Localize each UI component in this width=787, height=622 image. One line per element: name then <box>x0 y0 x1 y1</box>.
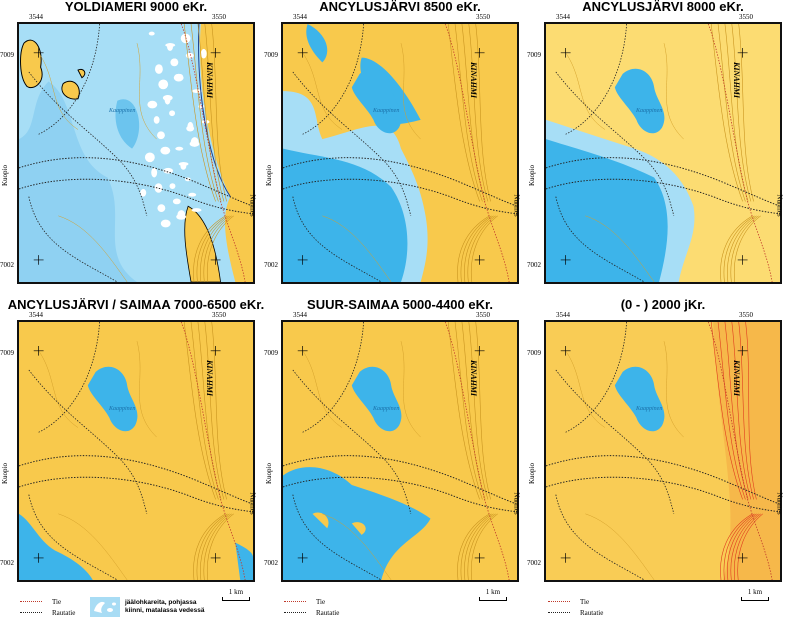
town-label-kuopio: Kuopio <box>265 165 273 186</box>
legend-left: Tie Rautatie <box>20 596 75 618</box>
panel-title: ANCYLUSJÄRVI 8500 eKr. <box>319 0 481 14</box>
legend-railway: Rautatie <box>316 608 340 617</box>
map-area <box>544 22 782 284</box>
ice-legend: jäälohkareita, pohjassa kiinni, matalass… <box>90 597 213 617</box>
map-graphic <box>19 322 253 580</box>
lake-label: Kaappinen <box>636 108 663 114</box>
coord-label: 7002 <box>0 261 14 269</box>
coord-label: 7009 <box>0 349 14 357</box>
panel-title: ANCYLUSJÄRVI / SAIMAA 7000-6500 eKr. <box>7 297 265 312</box>
legend-road: Tie <box>580 597 590 606</box>
scale-bar: 1 km <box>741 588 769 601</box>
town-label-nurmes: Nurmes <box>512 194 521 217</box>
coord-label: 3550 <box>212 311 226 319</box>
legend-railway: Rautatie <box>580 608 604 617</box>
road-line-sample <box>548 601 570 602</box>
map-graphic <box>546 24 780 282</box>
lake-label: Kaappinen <box>636 406 663 412</box>
hill-label-kinahmi: KINAHMI <box>469 360 478 397</box>
coord-label: 7009 <box>527 349 541 357</box>
legend-road: Tie <box>52 597 62 606</box>
panel-title: (0 - ) 2000 jKr. <box>620 297 706 312</box>
town-label-nurmes: Nurmes <box>775 492 784 515</box>
coord-label: 3544 <box>293 13 307 21</box>
map-panel: ANCYLUSJÄRVI 8000 eKr. 3544 3550 7009 70… <box>527 0 784 284</box>
town-label-kuopio: Kuopio <box>1 165 9 186</box>
panel-title: ANCYLUSJÄRVI 8000 eKr. <box>582 0 744 14</box>
hill-label-kinahmi: KINAHMI <box>469 62 478 99</box>
legend-railway: Rautatie <box>52 608 76 617</box>
map-area <box>281 320 519 582</box>
town-label-kuopio: Kuopio <box>528 165 536 186</box>
coord-label: 3550 <box>739 13 753 21</box>
map-panel: SUUR-SAIMAA 5000-4400 eKr. 3544 3550 700… <box>264 298 521 582</box>
legend-road: Tie <box>316 597 326 606</box>
map-area <box>544 320 782 582</box>
map-graphic <box>283 322 517 580</box>
panel-title: SUUR-SAIMAA 5000-4400 eKr. <box>307 297 493 312</box>
railway-line-sample <box>20 612 42 613</box>
hill-label-kinahmi: KINAHMI <box>205 360 214 397</box>
coord-label: 3544 <box>556 311 570 319</box>
hill-label-kinahmi: KINAHMI <box>732 360 741 397</box>
town-label-kuopio: Kuopio <box>528 463 536 484</box>
lake-label: Kaappinen <box>109 406 136 412</box>
coord-label: 7009 <box>0 51 14 59</box>
coord-label: 7002 <box>264 559 278 567</box>
map-graphic <box>19 24 253 282</box>
map-panel: YOLDIAMERI 9000 eKr. 3544 3550 7009 7002… <box>0 0 257 284</box>
map-panel: ANCYLUSJÄRVI / SAIMAA 7000-6500 eKr. 354… <box>0 298 264 582</box>
ice-swatch <box>90 597 120 617</box>
hill-label-kinahmi: KINAHMI <box>732 62 741 99</box>
coord-label: 7002 <box>264 261 278 269</box>
lake-label: Kaappinen <box>373 108 400 114</box>
coord-label: 3544 <box>29 13 43 21</box>
coord-label: 7002 <box>0 559 14 567</box>
map-area <box>281 22 519 284</box>
railway-line-sample <box>548 612 570 613</box>
town-label-nurmes: Nurmes <box>775 194 784 217</box>
coord-label: 3544 <box>293 311 307 319</box>
coord-label: 3544 <box>29 311 43 319</box>
legend-right: Tie Rautatie <box>548 596 603 618</box>
coord-label: 7009 <box>264 51 278 59</box>
railway-line-sample <box>284 612 306 613</box>
town-label-nurmes: Nurmes <box>248 492 257 515</box>
town-label-nurmes: Nurmes <box>248 194 257 217</box>
map-panel: ANCYLUSJÄRVI 8500 eKr. 3544 3550 7009 70… <box>264 0 521 284</box>
road-line-sample <box>284 601 306 602</box>
coord-label: 7002 <box>527 559 541 567</box>
legend-middle: Tie Rautatie <box>284 596 339 618</box>
road-line-sample <box>20 601 42 602</box>
map-area <box>17 320 255 582</box>
map-panel: (0 - ) 2000 jKr. 3544 3550 7009 7002 Kuo… <box>527 298 784 582</box>
town-label-kuopio: Kuopio <box>265 463 273 484</box>
scale-bar: 1 km <box>222 588 250 601</box>
coord-label: 7002 <box>527 261 541 269</box>
map-graphic <box>546 322 780 580</box>
map-graphic <box>283 24 517 282</box>
map-area <box>17 22 255 284</box>
scale-bar: 1 km <box>479 588 507 601</box>
coord-label: 3550 <box>476 311 490 319</box>
panel-title: YOLDIAMERI 9000 eKr. <box>64 0 208 14</box>
legend-ice: jäälohkareita, pohjassa kiinni, matalass… <box>125 599 205 614</box>
lake-label: Kaappinen <box>373 406 400 412</box>
town-label-nurmes: Nurmes <box>512 492 521 515</box>
hill-label-kinahmi: KINAHMI <box>205 62 214 99</box>
coord-label: 7009 <box>527 51 541 59</box>
coord-label: 3550 <box>739 311 753 319</box>
lake-label: Kaappinen <box>109 108 136 114</box>
town-label-kuopio: Kuopio <box>1 463 9 484</box>
coord-label: 7009 <box>264 349 278 357</box>
coord-label: 3550 <box>476 13 490 21</box>
coord-label: 3550 <box>212 13 226 21</box>
coord-label: 3544 <box>556 13 570 21</box>
